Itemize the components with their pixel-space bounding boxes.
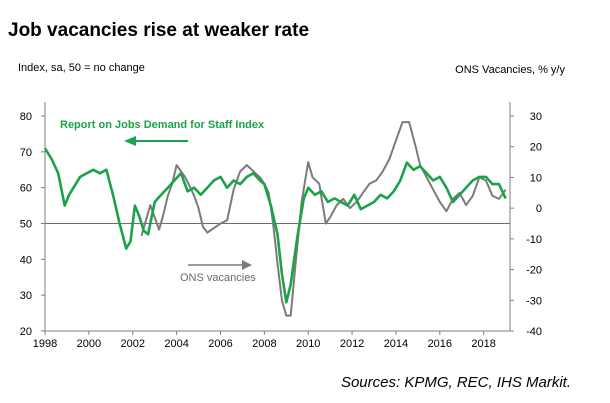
- left-axis-tick-label: 60: [20, 183, 32, 195]
- green-series-annotation: Report on Jobs Demand for Staff Index: [60, 119, 265, 131]
- right-axis-tick-label: 30: [530, 111, 542, 123]
- x-axis-tick-label: 2008: [252, 338, 276, 350]
- left-axis-tick-label: 50: [20, 219, 32, 231]
- right-axis-tick-label: -10: [526, 234, 542, 246]
- right-axis-tick-label: -30: [526, 295, 542, 307]
- x-axis-tick-label: 2010: [296, 338, 320, 350]
- right-axis-tick-label: 0: [536, 203, 542, 215]
- x-axis-tick-label: 2012: [340, 338, 364, 350]
- left-axis-tick-label: 40: [20, 254, 32, 266]
- right-axis-tick-label: 10: [530, 172, 542, 184]
- left-axis-label: Index, sa, 50 = no change: [18, 62, 145, 74]
- left-axis-tick-label: 30: [20, 290, 32, 302]
- right-axis-tick-label: 20: [530, 142, 542, 154]
- x-axis-ticks: 1998 2000 2002 2004 2006 2008 2010 2012 2014 2016…: [33, 331, 496, 350]
- x-axis-tick-label: 2000: [77, 338, 101, 350]
- ons-vacancies-series-line: [140, 121, 507, 317]
- x-axis-tick-label: 2016: [428, 338, 452, 350]
- grey-series-annotation: ONS vacancies: [180, 272, 256, 284]
- demand-index-series-line: [43, 147, 507, 304]
- left-axis-tick-label: 80: [20, 111, 32, 123]
- right-axis-tick-label: -20: [526, 265, 542, 277]
- sources-note: Sources: KPMG, REC, IHS Markit.: [340, 374, 571, 391]
- x-axis-tick-label: 2018: [471, 338, 495, 350]
- right-axis-ticks: 30 20 10 0 -10 -20 -30 -40: [510, 111, 542, 338]
- green-arrow-head-icon: [124, 136, 136, 146]
- chart-title: Job vacancies rise at weaker rate: [8, 20, 310, 41]
- left-axis-tick-label: 20: [20, 326, 32, 338]
- left-axis-tick-label: 70: [20, 147, 32, 159]
- x-axis-tick-label: 2002: [120, 338, 144, 350]
- grey-arrow-head-icon: [242, 260, 252, 270]
- x-axis-tick-label: 2004: [164, 338, 188, 350]
- x-axis-tick-label: 2014: [384, 338, 408, 350]
- left-axis-ticks: 80 70 60 50 40 30 20: [20, 111, 45, 338]
- right-axis-tick-label: -40: [526, 326, 542, 338]
- x-axis-tick-label: 1998: [33, 338, 57, 350]
- right-axis-label: ONS Vacancies, % y/y: [455, 64, 565, 76]
- x-axis-tick-label: 2006: [208, 338, 232, 350]
